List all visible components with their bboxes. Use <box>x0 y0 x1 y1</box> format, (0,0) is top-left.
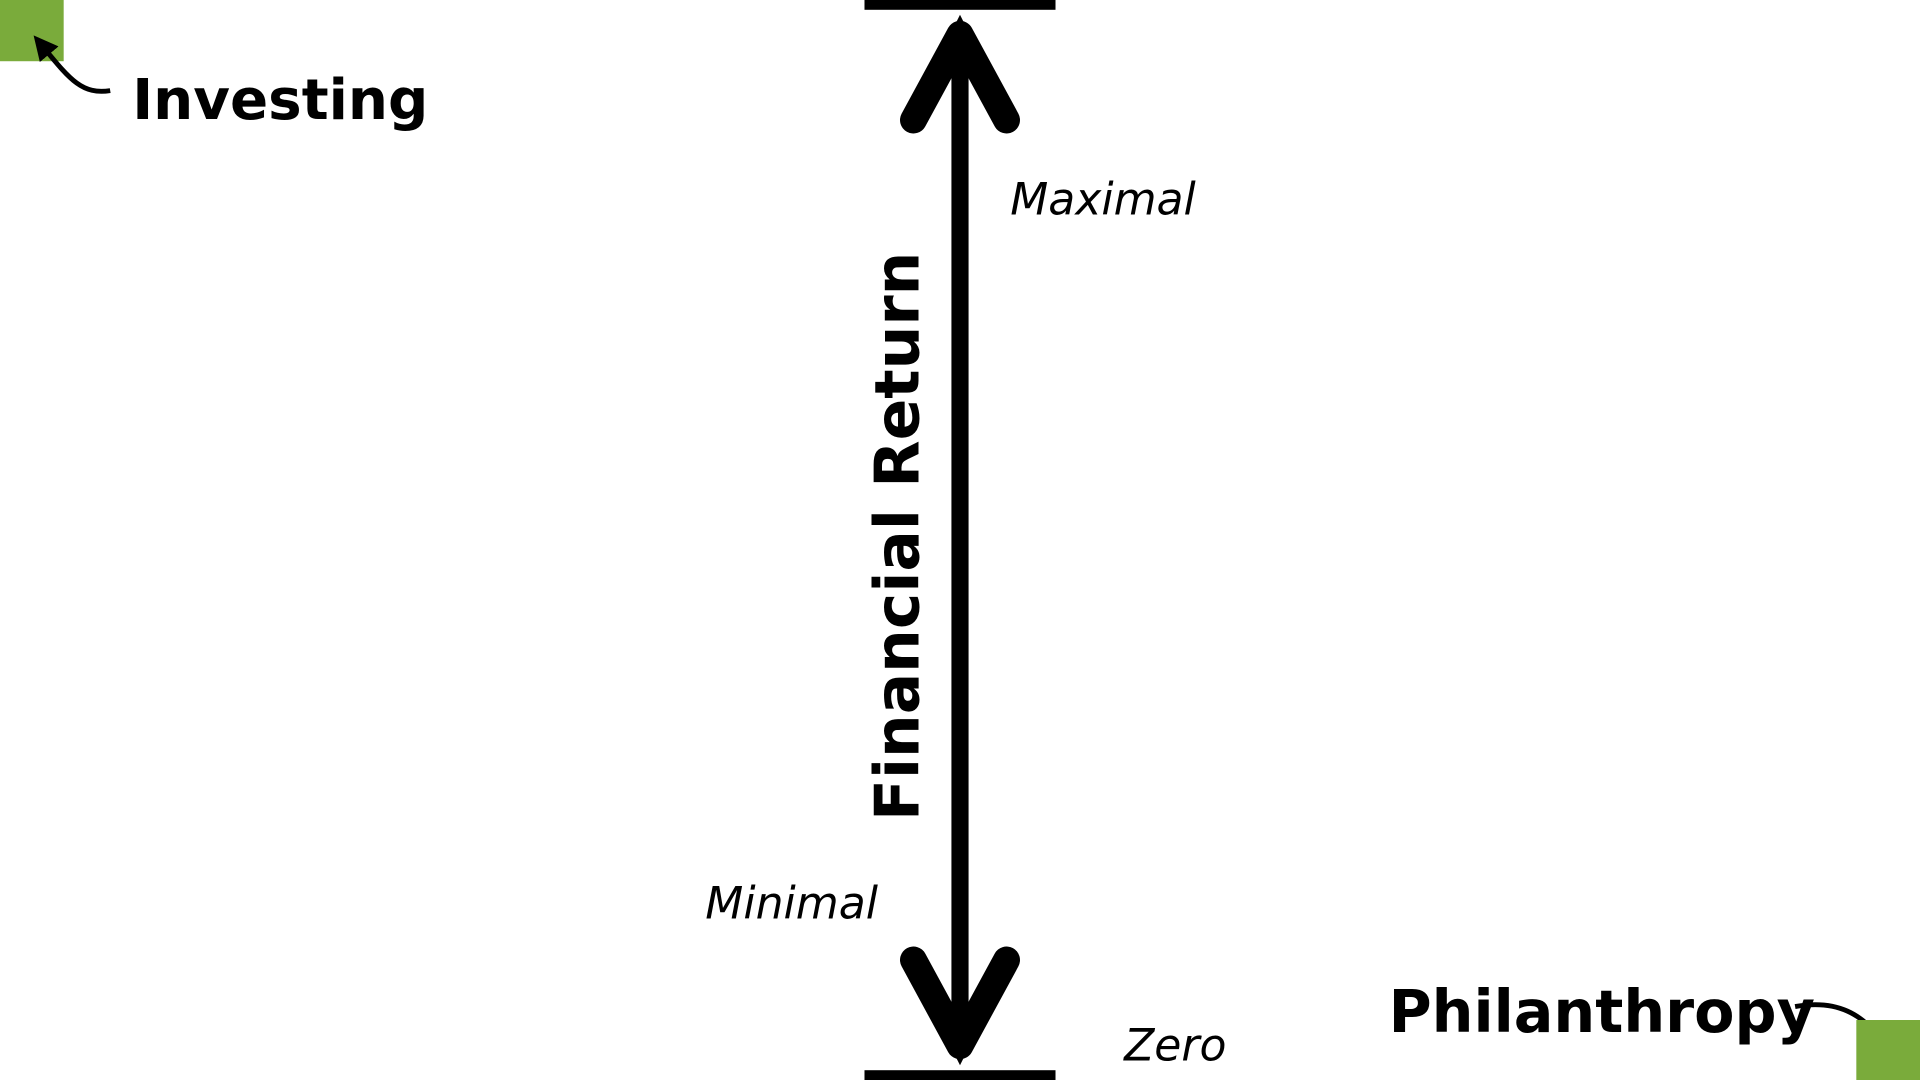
investing-label: Investing <box>132 68 428 133</box>
bottom-bar <box>864 1070 1056 1080</box>
minimal-label: Minimal <box>705 878 878 929</box>
green-square <box>1856 1020 1920 1080</box>
maximal-label: Maximal <box>1010 174 1196 225</box>
axis-title: Financial Return <box>862 252 933 821</box>
top-bar <box>864 0 1056 10</box>
philanthropy-label: Philanthropy <box>1389 977 1815 1046</box>
zero-label: Zero <box>1123 1020 1226 1071</box>
tip-top <box>947 14 973 40</box>
green-square <box>0 0 64 62</box>
tip-bottom <box>947 1040 973 1066</box>
curved-arrow <box>33 35 111 94</box>
